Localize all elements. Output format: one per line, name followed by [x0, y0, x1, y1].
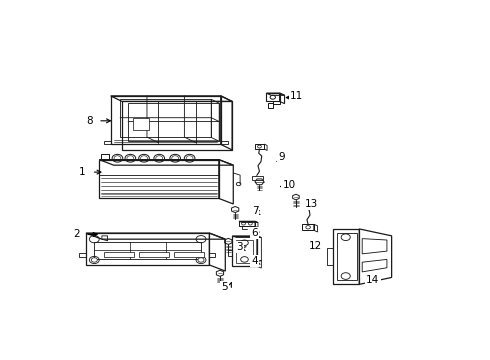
Text: 12: 12 — [309, 240, 322, 251]
Text: 7: 7 — [251, 206, 258, 216]
Polygon shape — [139, 252, 169, 257]
Polygon shape — [133, 118, 148, 130]
Text: 10: 10 — [283, 180, 295, 190]
Text: 8: 8 — [86, 116, 93, 126]
Text: 6: 6 — [251, 228, 258, 238]
Text: 14: 14 — [366, 275, 379, 285]
Text: 3: 3 — [236, 242, 243, 252]
Circle shape — [91, 258, 98, 262]
Polygon shape — [174, 252, 204, 257]
Text: 2: 2 — [73, 229, 80, 239]
Text: 9: 9 — [278, 152, 285, 162]
Text: 11: 11 — [290, 91, 303, 101]
Text: 1: 1 — [79, 167, 85, 177]
Text: 13: 13 — [305, 199, 318, 209]
Polygon shape — [362, 260, 387, 272]
Text: 5: 5 — [221, 282, 228, 292]
Text: 4: 4 — [251, 256, 258, 266]
Circle shape — [198, 258, 204, 262]
Polygon shape — [104, 252, 134, 257]
Polygon shape — [362, 239, 387, 254]
